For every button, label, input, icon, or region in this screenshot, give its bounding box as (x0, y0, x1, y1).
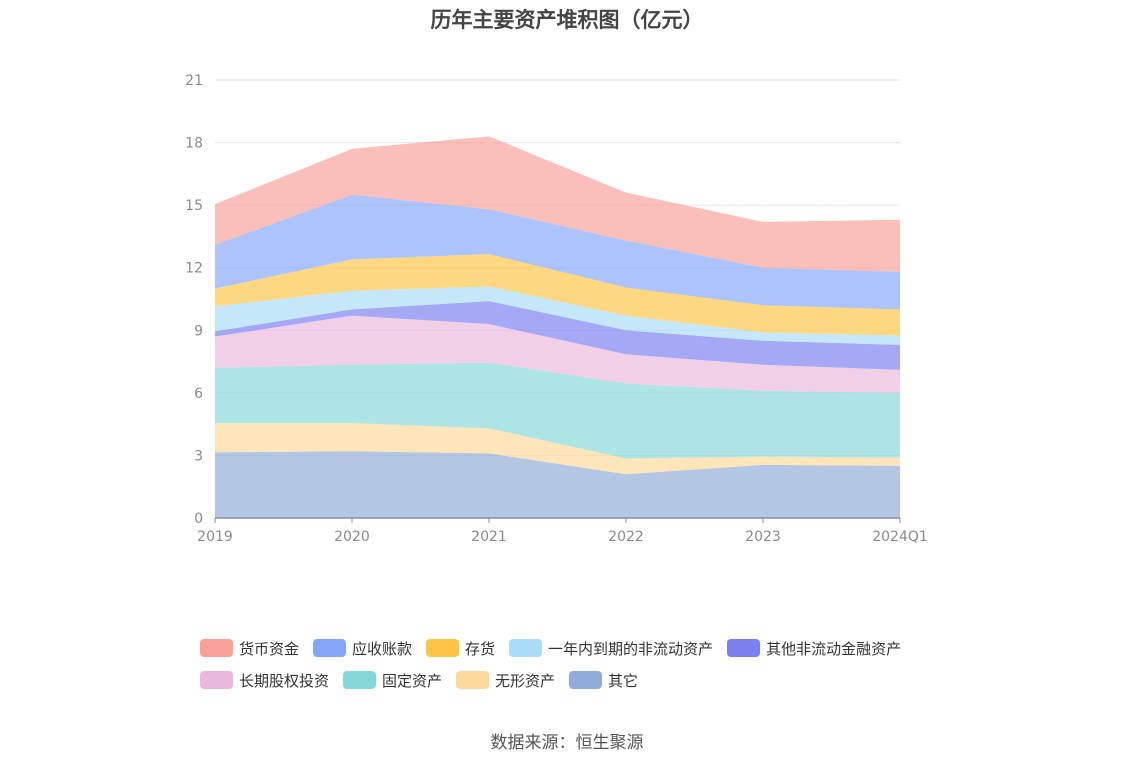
area-series-4 (215, 301, 900, 370)
area-series-0 (215, 451, 900, 518)
legend-label: 其它 (608, 671, 639, 690)
area-series-6 (215, 254, 900, 336)
chart-title: 历年主要资产堆积图（亿元） (430, 8, 704, 32)
legend-swatch (200, 639, 233, 657)
legend-swatch (456, 671, 490, 689)
legend-label: 固定资产 (382, 671, 443, 690)
legend-item[interactable]: 其它 (569, 670, 638, 691)
legend-item[interactable]: 无形资产 (456, 670, 555, 691)
y-tick-label: 21 (185, 73, 203, 89)
x-tick-label: 2024Q1 (872, 529, 928, 545)
area-series-3 (215, 315, 900, 393)
y-tick-label: 0 (194, 511, 203, 527)
legend-item[interactable]: 其他非流动金融资产 (727, 638, 901, 659)
axes: 0 3 6 9 12 15 18 21 2019 2020 2021 2022 2023 2024Q1 (185, 73, 928, 545)
area-series-8 (215, 136, 900, 272)
legend-swatch (727, 639, 761, 657)
legend-label: 应收账款 (352, 639, 413, 658)
area-series-5 (215, 286, 900, 345)
x-tick-label: 2019 (197, 529, 233, 545)
x-tick-label: 2020 (334, 529, 370, 545)
x-tick-label: 2021 (471, 529, 507, 545)
legend-item[interactable]: 货币资金 (200, 638, 299, 659)
legend-swatch (426, 639, 460, 657)
y-tick-label: 9 (194, 323, 203, 339)
legend-label: 货币资金 (239, 639, 300, 658)
x-tick-label: 2022 (608, 529, 644, 545)
y-tick-label: 15 (185, 198, 203, 214)
legend-label: 一年内到期的非流动资产 (548, 639, 714, 658)
legend-swatch (509, 639, 543, 657)
legend-label: 存货 (465, 639, 496, 658)
y-tick-label: 12 (185, 261, 203, 277)
legend-item[interactable]: 固定资产 (343, 670, 442, 691)
legend-swatch (313, 639, 347, 657)
legend-item[interactable]: 长期股权投资 (200, 670, 329, 691)
legend-label: 其他非流动金融资产 (766, 639, 902, 658)
legend-swatch (569, 671, 603, 689)
x-tick-label: 2023 (745, 529, 781, 545)
area-series-2 (215, 362, 900, 459)
data-source: 数据来源：恒生聚源 (490, 733, 644, 753)
area-series-7 (215, 194, 900, 310)
legend-item[interactable]: 一年内到期的非流动资产 (509, 638, 713, 659)
y-tick-label: 18 (185, 136, 203, 152)
y-tick-label: 3 (194, 448, 203, 464)
y-tick-label: 6 (194, 386, 203, 402)
legend-swatch (200, 671, 233, 689)
legend-swatch (343, 671, 377, 689)
legend: 货币资金 应收账款 存货 一年内到期的非流动资产 其他非流动金融资产 长期股权投资 固定资… (200, 632, 960, 696)
legend-item[interactable]: 应收账款 (313, 638, 412, 659)
legend-label: 无形资产 (495, 671, 556, 690)
legend-item[interactable]: 存货 (426, 638, 495, 659)
legend-label: 长期股权投资 (239, 671, 330, 690)
area-layer (215, 136, 900, 518)
legend-row: 货币资金 应收账款 存货 一年内到期的非流动资产 其他非流动金融资产 (200, 632, 960, 664)
legend-row: 长期股权投资 固定资产 无形资产 其它 (200, 664, 960, 696)
area-series-1 (215, 423, 900, 475)
